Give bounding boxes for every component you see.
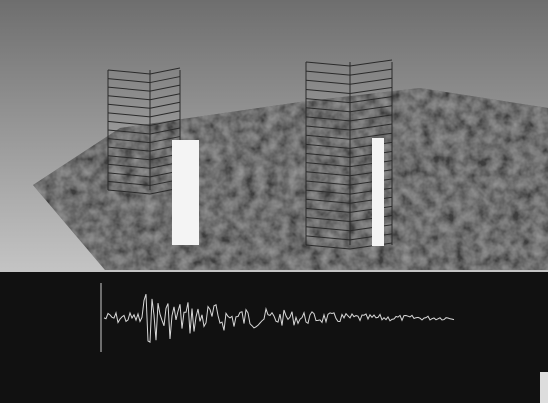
page: Scene {} html, body { margin: 0; padding… [0, 0, 548, 403]
building-panel [372, 138, 384, 246]
building-panel [172, 140, 199, 245]
signal-panel [0, 272, 548, 403]
scene [0, 0, 548, 403]
body: (() => { const svg = document.querySelec… [0, 0, 548, 403]
edge-strip [540, 372, 548, 403]
